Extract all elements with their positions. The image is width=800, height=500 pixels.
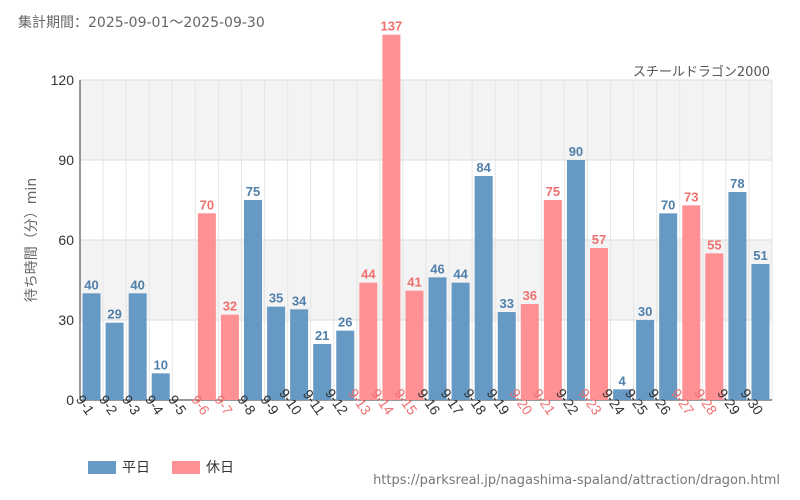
data-label: 137	[381, 19, 403, 34]
bar	[267, 306, 286, 400]
data-label: 21	[315, 328, 329, 343]
bar	[128, 293, 147, 400]
bar	[543, 200, 562, 400]
bar	[82, 293, 101, 400]
legend: 平日 休日	[88, 457, 256, 477]
data-label: 40	[84, 277, 98, 292]
data-label: 51	[753, 248, 767, 263]
data-label: 36	[523, 288, 537, 303]
bar	[290, 309, 309, 400]
y-tick-label: 120	[51, 72, 75, 88]
data-label: 44	[361, 267, 376, 282]
legend-swatch-weekday	[88, 460, 116, 474]
data-label: 70	[200, 197, 214, 212]
legend-swatch-holiday	[172, 460, 200, 474]
data-label: 75	[546, 184, 560, 199]
data-label: 41	[407, 275, 421, 290]
data-label: 33	[499, 296, 513, 311]
y-tick-label: 90	[58, 152, 74, 168]
y-tick-label: 30	[58, 312, 74, 328]
data-label: 73	[684, 189, 698, 204]
legend-label-weekday: 平日	[122, 460, 150, 476]
bar	[151, 373, 170, 400]
bar	[244, 200, 262, 400]
data-label: 84	[476, 160, 491, 175]
y-tick-label: 0	[66, 392, 74, 408]
bar	[359, 282, 378, 400]
data-label: 46	[430, 261, 444, 276]
bar	[682, 205, 701, 400]
bar	[659, 213, 678, 400]
bar	[520, 304, 539, 400]
data-label: 34	[292, 293, 307, 308]
data-label: 40	[130, 277, 144, 292]
bar	[313, 344, 332, 400]
data-label: 44	[453, 267, 468, 282]
data-label: 10	[153, 357, 167, 372]
source-url: https://parksreal.jp/nagashima-spaland/a…	[373, 473, 780, 488]
data-label: 55	[707, 237, 721, 252]
bar	[636, 320, 655, 400]
legend-item-weekday: 平日	[88, 457, 150, 477]
data-label: 32	[223, 299, 237, 314]
bar	[382, 34, 401, 401]
data-label: 90	[569, 144, 583, 159]
y-tick-label: 60	[58, 232, 74, 248]
bar	[405, 290, 424, 400]
data-label: 70	[661, 197, 675, 212]
bar	[705, 253, 724, 400]
bar	[590, 248, 608, 400]
bar	[336, 330, 355, 400]
data-label: 57	[592, 232, 606, 247]
legend-item-holiday: 休日	[172, 457, 234, 477]
data-label: 75	[246, 184, 260, 199]
y-axis-label: 待ち時間（分）min	[24, 178, 40, 302]
bar	[613, 389, 632, 400]
period-label: 集計期間：2025-09-01～2025-09-30	[18, 15, 265, 31]
data-label: 29	[107, 307, 121, 322]
legend-label-holiday: 休日	[206, 460, 234, 476]
bar	[566, 160, 585, 400]
data-label: 35	[269, 291, 283, 306]
data-label: 4	[618, 373, 626, 388]
bar	[220, 314, 239, 400]
data-label: 26	[338, 315, 352, 330]
bar	[451, 282, 470, 400]
bar	[497, 312, 516, 400]
data-label: 78	[730, 176, 744, 191]
bar	[428, 277, 447, 400]
bar	[474, 176, 493, 400]
bar	[105, 322, 124, 400]
bar	[751, 264, 770, 400]
bar	[197, 213, 216, 400]
chart-title: スチールドラゴン2000	[632, 65, 770, 80]
data-label: 30	[638, 304, 652, 319]
bar	[728, 192, 747, 400]
